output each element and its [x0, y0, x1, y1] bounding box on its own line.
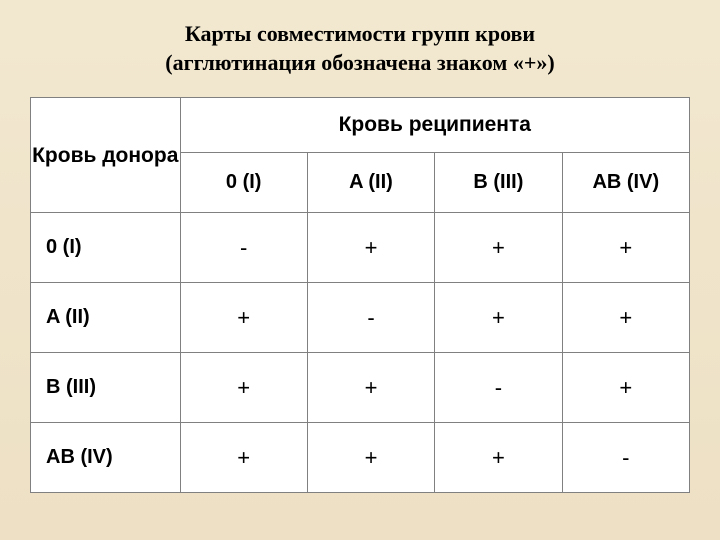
row-header-0: 0 (I) [31, 213, 181, 283]
row-header-1: A (II) [31, 283, 181, 353]
page-title: Карты совместимости групп крови (агглюти… [30, 20, 690, 77]
cell-3-2: + [435, 423, 562, 493]
col-header-1: A (II) [307, 153, 434, 213]
cell-2-1: + [307, 353, 434, 423]
cell-0-1: + [307, 213, 434, 283]
cell-0-2: + [435, 213, 562, 283]
col-header-2: B (III) [435, 153, 562, 213]
recipient-header: Кровь реципиента [180, 98, 689, 153]
cell-1-2: + [435, 283, 562, 353]
compatibility-table: Кровь донора Кровь реципиента 0 (I) A (I… [30, 97, 690, 493]
cell-0-3: + [562, 213, 689, 283]
cell-2-3: + [562, 353, 689, 423]
cell-2-0: + [180, 353, 307, 423]
cell-3-0: + [180, 423, 307, 493]
cell-1-3: + [562, 283, 689, 353]
col-header-3: AB (IV) [562, 153, 689, 213]
title-line-2: (агглютинация обозначена знаком «+») [165, 50, 555, 75]
row-header-2: B (III) [31, 353, 181, 423]
cell-1-1: - [307, 283, 434, 353]
cell-1-0: + [180, 283, 307, 353]
title-line-1: Карты совместимости групп крови [185, 21, 535, 46]
cell-3-1: + [307, 423, 434, 493]
col-header-0: 0 (I) [180, 153, 307, 213]
row-header-3: AB (IV) [31, 423, 181, 493]
cell-0-0: - [180, 213, 307, 283]
cell-2-2: - [435, 353, 562, 423]
donor-header: Кровь донора [31, 98, 181, 213]
cell-3-3: - [562, 423, 689, 493]
